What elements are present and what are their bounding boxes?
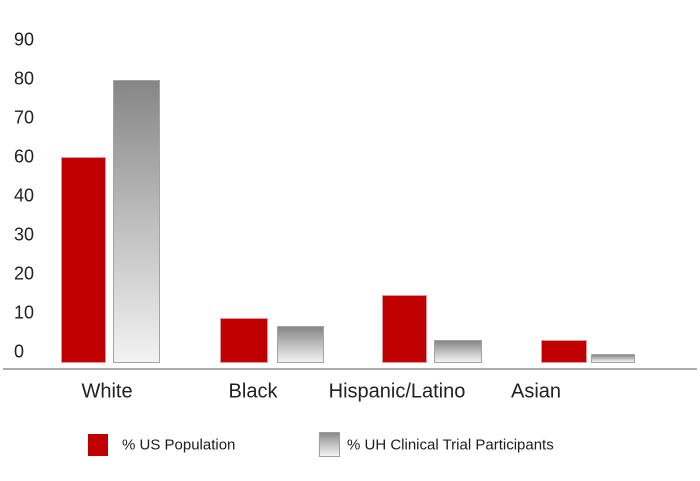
category-label-black: Black: [228, 380, 278, 403]
y-tick-label-40: 40: [14, 185, 35, 206]
bar-asian-uh-participants: [591, 354, 635, 363]
bar-hispanic-latino-us-population: [382, 295, 427, 363]
x-axis-line: [3, 368, 697, 370]
y-tick-label-60: 60: [14, 146, 35, 167]
category-label-asian: Asian: [510, 380, 562, 403]
legend-swatch-us-population: [88, 434, 108, 456]
bar-asian-us-population: [541, 340, 587, 363]
y-tick-label-70: 70: [14, 107, 35, 128]
legend-swatch-uh-clinical-trial-participants: [319, 432, 340, 457]
bar-white-us-population: [61, 157, 106, 363]
y-tick-label-90: 90: [14, 29, 35, 50]
bar-black-us-population: [220, 318, 268, 363]
legend-label-us-population: % US Population: [122, 436, 236, 454]
bar-white-uh-participants: [113, 80, 160, 363]
y-tick-label-10: 10: [14, 302, 35, 323]
legend-label-uh-clinical-trial-participants: % UH Clinical Trial Participants: [347, 436, 554, 454]
category-label-white: White: [81, 380, 133, 403]
bar-hispanic-latino-uh-participants: [434, 340, 482, 363]
bar-black-uh-participants: [277, 326, 324, 363]
y-tick-label-80: 80: [14, 68, 35, 89]
y-tick-label-20: 20: [14, 263, 35, 284]
y-tick-label-30: 30: [14, 224, 35, 245]
y-tick-label-0: 0: [14, 341, 25, 362]
category-label-hispanic-latino: Hispanic/Latino: [328, 380, 466, 403]
